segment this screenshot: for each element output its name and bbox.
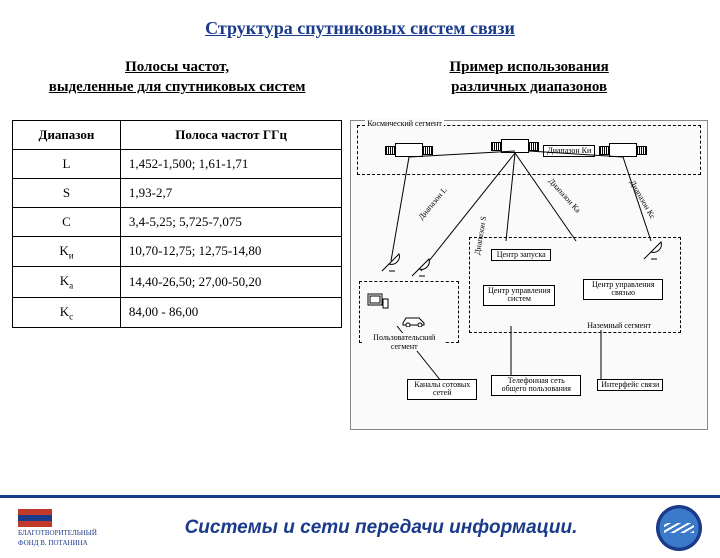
pc-icon bbox=[367, 293, 389, 311]
right-heading: Пример использования различных диапазоно… bbox=[350, 57, 708, 98]
cell-band: L bbox=[13, 149, 121, 178]
footer: БЛАГОТВОРИТЕЛЬНЫЙ ФОНД В. ПОТАНИНА Систе… bbox=[0, 498, 720, 558]
cell-range: 1,93-2,7 bbox=[120, 178, 341, 207]
center-comm-box: Центр управления связью bbox=[583, 279, 663, 301]
space-segment-label: Космический сегмент bbox=[365, 119, 444, 128]
page-title: Структура спутниковых систем связи bbox=[0, 18, 720, 39]
cell-range: 3,4-5,25; 5,725-7,075 bbox=[120, 207, 341, 236]
band-l-label: Диапазон L bbox=[417, 185, 449, 221]
band-ka-label: Диапазон Ка bbox=[547, 176, 583, 214]
cell-range: 1,452-1,500; 1,61-1,71 bbox=[120, 149, 341, 178]
user-segment-label: Пользовательский сегмент bbox=[363, 333, 445, 351]
potanin-logo: БЛАГОТВОРИТЕЛЬНЫЙ ФОНД В. ПОТАНИНА bbox=[18, 506, 106, 550]
left-column: Полосы частот, выделенные для спутниковы… bbox=[12, 57, 342, 430]
left-heading-line1: Полосы частот, bbox=[125, 59, 229, 75]
logo-left-line2: ФОНД В. ПОТАНИНА bbox=[18, 539, 88, 547]
cell-range: 84,00 - 86,00 bbox=[120, 297, 341, 328]
cell-range: 14,40-26,50; 27,00-50,20 bbox=[120, 267, 341, 298]
center-control-box: Центр управления систем bbox=[483, 285, 555, 307]
globe-logo bbox=[656, 505, 702, 551]
cell-band: Kс bbox=[13, 297, 121, 328]
comm-if-box: Интерфейс связи bbox=[597, 379, 663, 392]
car-icon bbox=[401, 315, 427, 327]
right-heading-line2: различных диапазонов bbox=[451, 79, 607, 95]
cell-band: S bbox=[13, 178, 121, 207]
left-heading-line2: выделенные для спутниковых систем bbox=[49, 79, 306, 95]
col-range: Полоса частот ГГц bbox=[120, 120, 341, 149]
cell-band: C bbox=[13, 207, 121, 236]
table-row: S1,93-2,7 bbox=[13, 178, 342, 207]
table-row: Kи10,70-12,75; 12,75-14,80 bbox=[13, 236, 342, 267]
satellite-icon bbox=[395, 143, 423, 157]
right-heading-line1: Пример использования bbox=[449, 59, 608, 75]
content-row: Полосы частот, выделенные для спутниковы… bbox=[0, 57, 720, 430]
center-launch-box: Центр запуска bbox=[491, 249, 551, 262]
frequency-table: Диапазон Полоса частот ГГц L1,452-1,500;… bbox=[12, 120, 342, 329]
band-kc-label: Диапазон Кс bbox=[628, 178, 657, 220]
cell-band: Kи bbox=[13, 236, 121, 267]
footer-title: Системы и сети передачи информации. bbox=[106, 517, 656, 539]
right-column: Пример использования различных диапазоно… bbox=[350, 57, 708, 430]
logo-left-line1: БЛАГОТВОРИТЕЛЬНЫЙ bbox=[18, 529, 97, 537]
cell-band: Kа bbox=[13, 267, 121, 298]
satellite-icon bbox=[609, 143, 637, 157]
dish-icon bbox=[379, 251, 403, 275]
col-band: Диапазон bbox=[13, 120, 121, 149]
ground-segment-label: Наземный сегмент bbox=[587, 321, 651, 330]
cell-channels-box: Каналы сотовых сетей bbox=[407, 379, 477, 401]
table-row: Kс84,00 - 86,00 bbox=[13, 297, 342, 328]
table-row: Kа14,40-26,50; 27,00-50,20 bbox=[13, 267, 342, 298]
satellite-icon bbox=[501, 139, 529, 153]
table-row: L1,452-1,500; 1,61-1,71 bbox=[13, 149, 342, 178]
band-ki-label: Диапазон Ки bbox=[543, 145, 595, 158]
table-row: C3,4-5,25; 5,725-7,075 bbox=[13, 207, 342, 236]
left-heading: Полосы частот, выделенные для спутниковы… bbox=[12, 57, 342, 98]
usage-diagram: Космический сегмент Диапазон Ки Диапазон… bbox=[350, 120, 708, 430]
cell-range: 10,70-12,75; 12,75-14,80 bbox=[120, 236, 341, 267]
dish-icon bbox=[409, 256, 433, 280]
pstn-box: Телефонная сеть общего пользования bbox=[491, 375, 581, 397]
